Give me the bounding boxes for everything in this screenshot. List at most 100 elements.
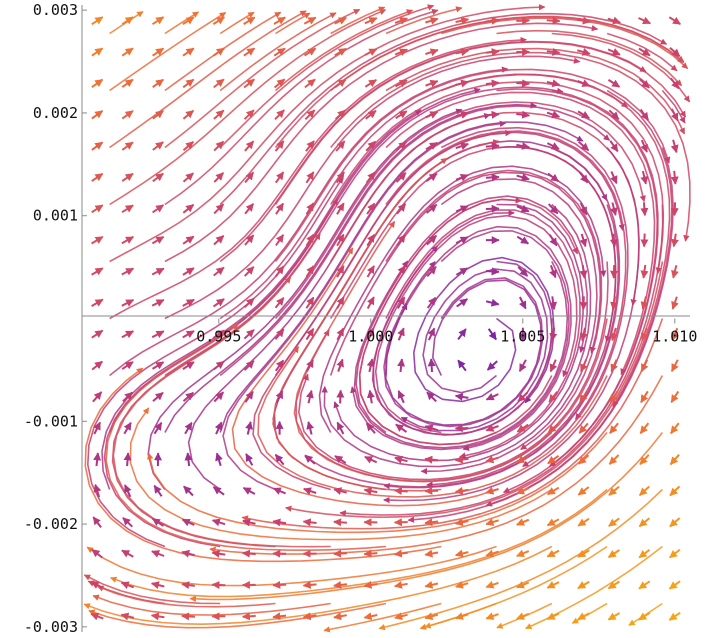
vector-arrow [670,77,680,90]
vector-arrow [333,580,348,589]
vector-arrow [455,205,469,213]
vector-arrow [394,580,408,589]
y-tick-label: 0.003 [33,1,78,19]
vector-arrow [638,16,652,25]
vector-arrow [516,423,529,433]
vector-arrow [152,110,164,120]
vector-arrow [670,422,680,435]
vector-arrow [549,296,558,311]
vector-arrow [577,110,590,119]
vector-arrow [213,235,225,246]
vector-arrow [424,518,439,527]
vector-arrow [425,172,438,183]
vector-arrow [424,455,439,464]
vector-arrow [608,485,620,496]
vector-arrow [518,359,527,373]
vector-arrow [670,170,679,185]
streamline [329,171,602,376]
vector-arrow [243,297,255,309]
vector-arrow [393,549,408,558]
vector-arrow [670,233,679,248]
vector-arrow [577,48,591,56]
streamline [321,203,592,468]
vector-arrow [455,267,469,276]
vector-arrow [305,171,315,184]
vector-arrow [485,612,499,620]
y-tick-label: -0.002 [24,515,78,533]
vector-arrow [424,424,439,433]
vector-arrow [485,424,499,432]
vector-arrow [305,328,315,341]
vector-arrow [397,358,406,373]
streamline [661,89,686,124]
vector-arrow [517,391,529,403]
vector-arrow [454,393,469,401]
vector-arrow [150,612,165,621]
vector-arrow [306,421,315,435]
vector-arrow [670,390,680,403]
vector-arrow [516,110,531,119]
vector-arrow [213,172,225,183]
vector-arrow [578,171,589,184]
vector-arrow [305,389,314,404]
vector-arrow [150,581,165,590]
vector-arrow [425,111,439,119]
streamline [219,11,255,35]
vector-arrow [454,549,469,558]
vector-arrow [640,139,648,153]
vector-arrow [546,47,561,56]
vector-arrow [516,549,530,558]
vector-arrow [182,361,195,370]
vector-arrow [426,266,437,277]
vector-arrow [244,203,255,215]
vector-arrow [336,358,344,372]
vector-arrow [395,423,408,433]
vector-arrow [213,391,225,403]
vector-arrow [516,612,530,620]
vector-arrow [577,612,590,621]
y-tick-group: 0.003 0.002 0.001 -0.001 -0.002 -0.003 [24,1,87,636]
streamline [109,36,527,320]
vector-arrow [334,47,347,57]
vector-arrow [639,422,650,435]
vector-arrow [181,581,195,590]
vector-arrow [640,233,649,248]
streamline [378,488,663,631]
vector-arrow [181,518,195,527]
streamline [164,55,581,320]
vector-arrow [333,518,347,527]
vector-arrow [425,17,439,25]
streamline [496,29,683,87]
vector-arrow [608,109,620,120]
vector-arrow [182,298,195,307]
streamline [92,594,331,616]
vector-arrow [213,266,225,277]
vector-arrow [121,110,134,120]
vector-arrow [485,173,500,182]
vector-arrow [275,202,285,215]
vector-arrow [335,140,346,152]
vector-arrow [121,236,134,245]
vector-arrow [334,109,346,120]
vector-arrow [303,47,317,57]
vector-arrow [546,549,560,558]
vector-arrow [638,580,651,590]
vector-arrow [609,202,618,216]
streamline [350,230,570,451]
vector-arrow [274,140,285,152]
vector-arrow [303,487,317,495]
vector-arrow [610,296,619,311]
vector-arrow [455,173,469,182]
vector-arrow [516,235,529,245]
streamline [275,12,311,35]
streamline [164,22,599,263]
vector-arrow [640,390,649,404]
vector-arrow [151,16,165,26]
vector-arrow [395,141,407,151]
vector-arrow [610,359,618,373]
vector-arrow [336,421,345,435]
streamline [339,204,664,517]
vector-arrow [425,203,438,214]
vector-arrow [242,518,256,527]
vector-arrow [366,171,376,184]
